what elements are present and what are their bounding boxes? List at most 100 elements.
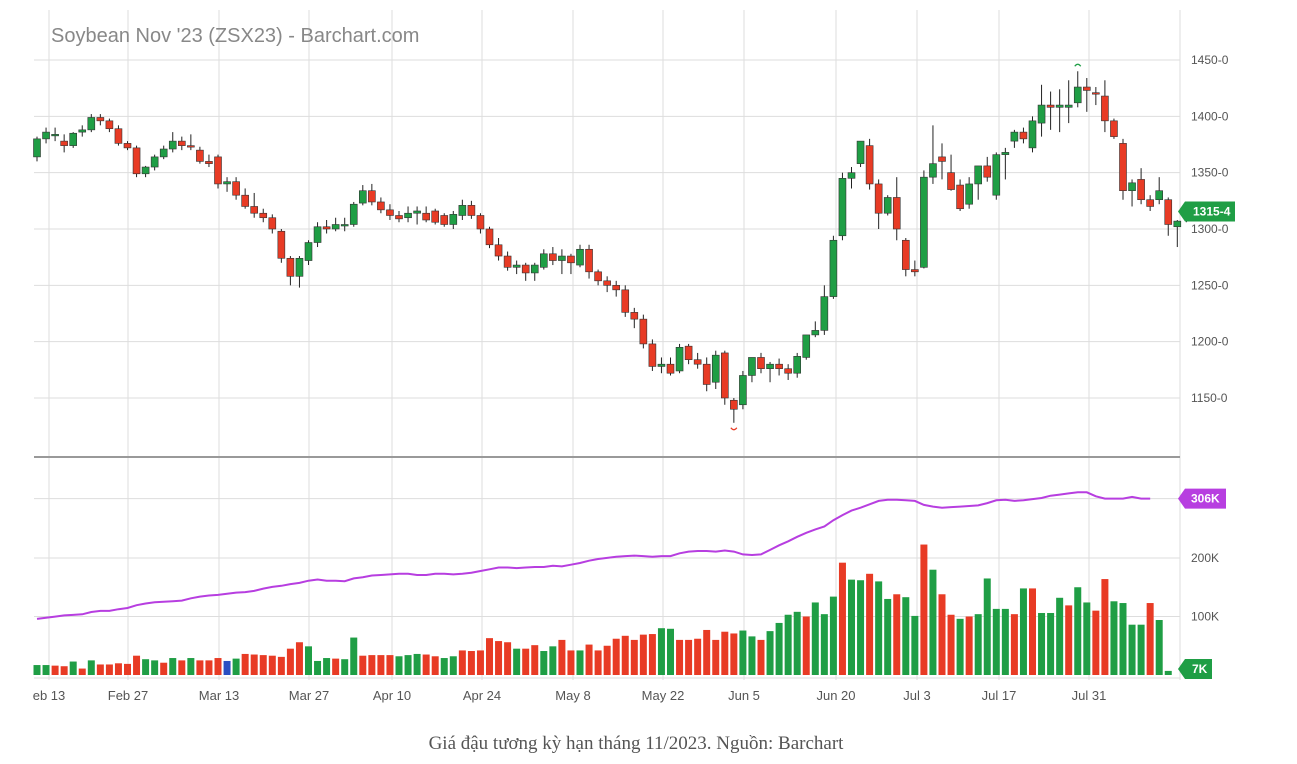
- candle-body: [739, 375, 747, 406]
- volume-bar: [513, 648, 521, 675]
- volume-bar: [449, 656, 457, 675]
- candle-body: [395, 215, 403, 220]
- volume-bar: [884, 598, 892, 675]
- y-tick-label: 1400-0: [1191, 109, 1229, 123]
- candle-body: [938, 156, 946, 162]
- candle-body: [748, 357, 756, 376]
- candle: [304, 240, 313, 266]
- volume-bar: [1038, 612, 1046, 675]
- candle-body: [1137, 179, 1145, 201]
- open-interest-label: 306K: [1191, 492, 1220, 506]
- candle: [847, 167, 856, 189]
- candle: [585, 244, 593, 279]
- volume-bar: [105, 664, 113, 675]
- candle-body: [78, 129, 87, 133]
- candle-body: [594, 271, 602, 282]
- volume-bar: [594, 650, 602, 675]
- candle-body: [1164, 199, 1173, 225]
- volume-bar: [214, 658, 222, 675]
- candle: [1055, 89, 1064, 133]
- candle: [757, 352, 765, 374]
- volume-bar: [820, 614, 828, 675]
- volume-bar: [1047, 612, 1055, 675]
- candle: [612, 280, 621, 297]
- candle: [693, 352, 702, 369]
- candle: [558, 249, 566, 275]
- volume-bar: [232, 658, 240, 675]
- candle: [603, 276, 611, 293]
- candle: [938, 143, 946, 180]
- candle-body: [666, 363, 675, 374]
- volume-badge: 7K: [1178, 659, 1212, 679]
- volume-bar: [440, 658, 448, 675]
- volume-bar: [875, 581, 883, 675]
- candle: [811, 321, 820, 338]
- candle-body: [648, 343, 657, 367]
- candle: [494, 238, 503, 261]
- candle: [331, 217, 340, 232]
- candle: [775, 358, 783, 376]
- candle-body: [196, 149, 204, 162]
- volume-bar: [286, 648, 294, 675]
- volume-bar: [323, 658, 331, 675]
- candle-body: [775, 363, 783, 370]
- volume-bar: [1001, 608, 1009, 675]
- candle: [1101, 80, 1109, 133]
- y-tick-label: 1450-0: [1191, 53, 1229, 67]
- candle-body: [911, 269, 919, 273]
- candle-body: [60, 140, 68, 146]
- candle-body: [621, 289, 630, 313]
- volume-badge-shape: [1178, 659, 1212, 679]
- volume-bar: [458, 650, 466, 675]
- candle-body: [87, 117, 96, 131]
- candle: [974, 165, 983, 200]
- volume-bar: [857, 580, 865, 675]
- volume-bar: [739, 630, 747, 675]
- volume-bar: [531, 645, 539, 675]
- volume-bar: [947, 614, 955, 675]
- volume-bar: [748, 636, 756, 675]
- candle: [1155, 177, 1163, 205]
- candle: [1137, 168, 1145, 205]
- candle-body: [1019, 131, 1028, 140]
- candle: [286, 256, 295, 286]
- volume-bar: [124, 663, 131, 675]
- candle-body: [657, 363, 666, 367]
- volume-bar: [911, 615, 919, 675]
- volume-bar: [169, 658, 177, 675]
- volume-bar: [657, 628, 665, 675]
- candle-body: [992, 154, 1001, 196]
- candle-body: [856, 140, 865, 164]
- candle: [675, 343, 684, 374]
- candle-body: [1046, 104, 1055, 108]
- x-tick-label: eb 13: [33, 688, 66, 703]
- candle-body: [693, 359, 702, 365]
- candle-body: [1155, 190, 1163, 201]
- candle-body: [42, 131, 50, 140]
- candle: [377, 197, 385, 214]
- candle-body: [250, 206, 258, 214]
- volume-bar: [305, 646, 312, 675]
- candle-body: [485, 228, 494, 246]
- open-interest-badge-shape: [1178, 488, 1226, 509]
- candle: [214, 154, 222, 189]
- volume-bar: [1029, 588, 1036, 675]
- candle-body: [630, 312, 639, 320]
- candle: [485, 226, 494, 249]
- volume-bar: [314, 660, 322, 675]
- volume-bar: [694, 638, 702, 675]
- x-tick-label: Jul 31: [1072, 688, 1107, 703]
- candle: [368, 183, 376, 206]
- candle: [395, 210, 403, 223]
- candle: [639, 314, 648, 349]
- candle-body: [440, 215, 449, 225]
- volume-bar: [549, 646, 557, 675]
- candle: [892, 177, 901, 241]
- volume-bar: [1083, 602, 1091, 675]
- candle-body: [295, 257, 304, 277]
- volume-bar: [114, 663, 122, 675]
- candle: [1073, 71, 1082, 108]
- candle-body: [1073, 86, 1082, 104]
- volume-bar: [259, 655, 267, 675]
